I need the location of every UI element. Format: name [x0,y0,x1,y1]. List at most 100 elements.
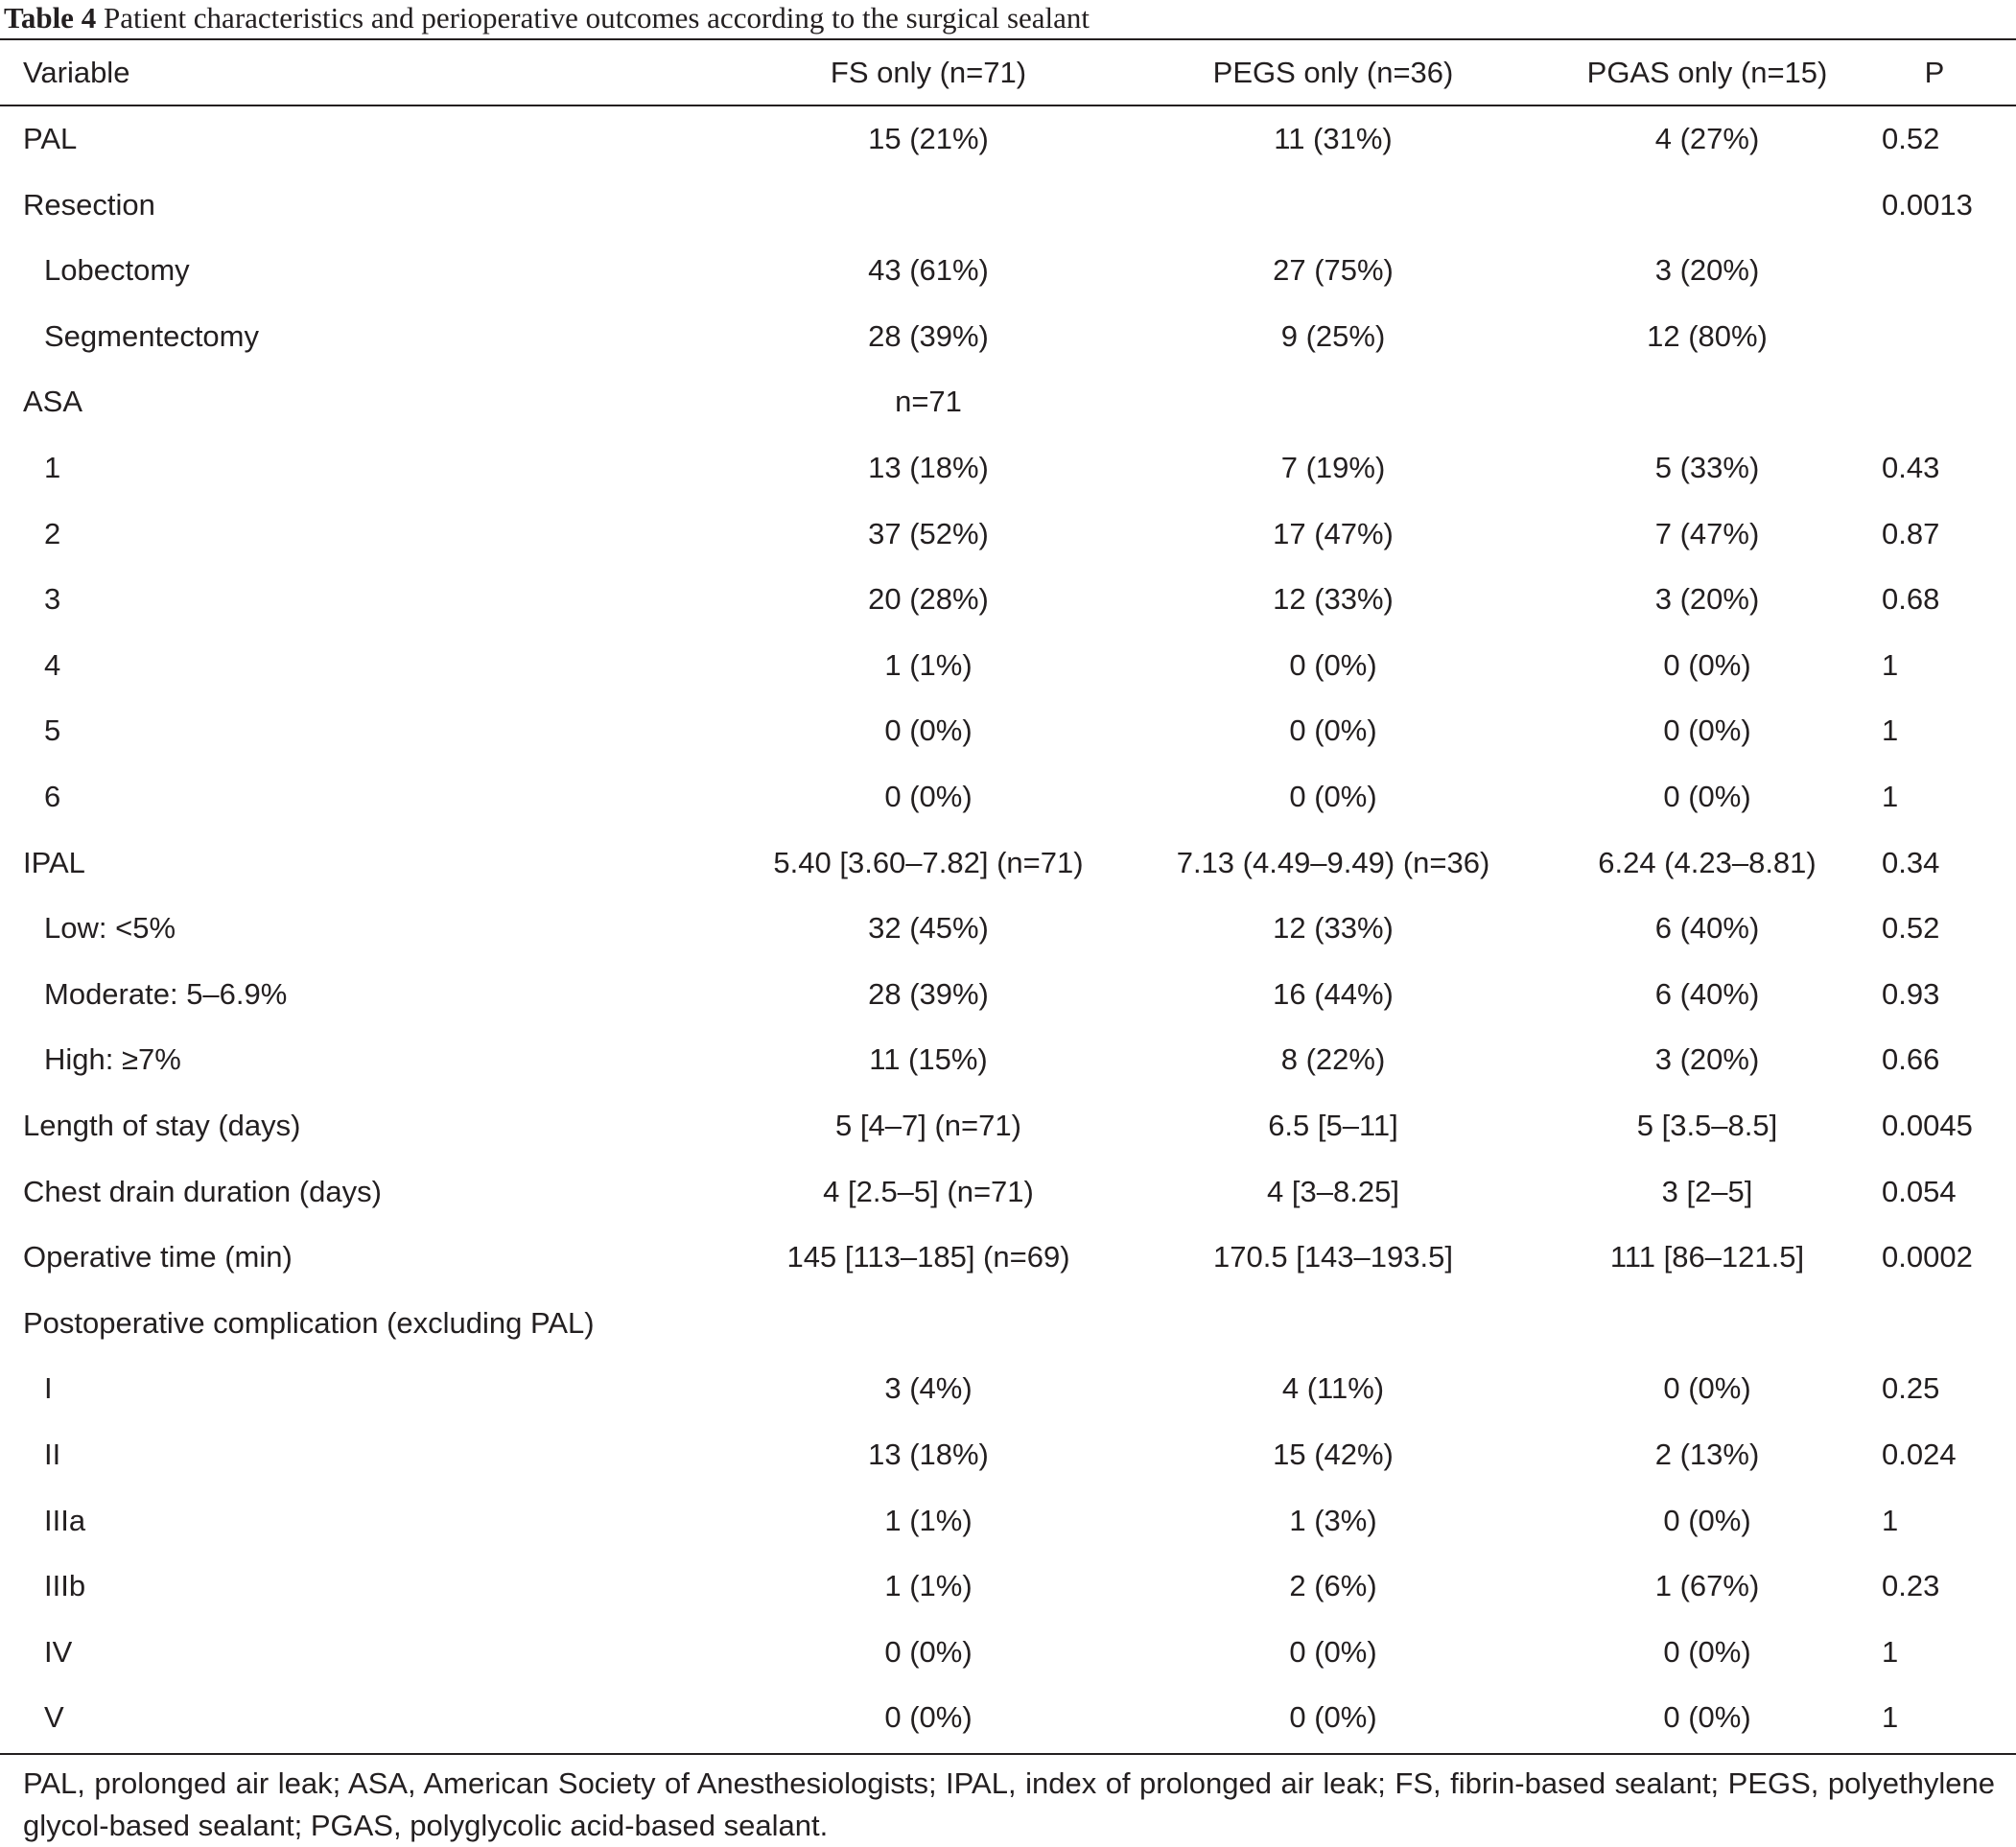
cell-variable: 3 [44,582,61,617]
cell-p-value: 1 [1882,1503,1899,1537]
cell-p-value: 1 [1882,647,1899,682]
cell-pgas: 4 (27%) [1654,122,1760,155]
cell-p-value [1882,1291,2016,1356]
cell-fs: n=71 [895,385,962,419]
cell-pegs: 27 (75%) [1273,253,1394,288]
cell-pegs: 17 (47%) [1273,516,1394,550]
cell-p-value: 0.43 [1882,451,1940,484]
cell-p-value: 0.34 [1882,845,1940,879]
cell-variable: Lobectomy [44,253,190,288]
cell-pgas: 3 [2–5] [1661,1174,1753,1208]
cell-fs: 0 (0%) [884,1634,973,1669]
cell-fs: 43 (61%) [868,253,989,288]
cell-pegs: 0 (0%) [1289,1700,1377,1735]
cell-pegs: 6.5 [5–11] [1268,1109,1398,1142]
cell-pegs: 2 (6%) [1289,1569,1377,1603]
cell-fs: 28 (39%) [868,976,989,1011]
cell-p-value: 0.66 [1882,1042,1940,1077]
cell-variable: Operative time (min) [23,1240,293,1274]
table-row: 6 0 (0%) 0 (0%) 0 (0%) 1 [0,764,2016,830]
table-title: Patient characteristics and perioperativ… [96,1,1090,35]
cell-fs [737,173,1120,238]
cell-fs: 37 (52%) [868,516,989,550]
table-row: 5 0 (0%) 0 (0%) 0 (0%) 1 [0,698,2016,763]
cell-p-value: 0.87 [1882,516,1940,550]
cell-variable: V [44,1700,64,1735]
table-row: Postoperative complication (excluding PA… [0,1291,2016,1356]
table-footnote: PAL, prolonged air leak; ASA, American S… [23,1766,1995,1842]
cell-p-value: 0.93 [1882,976,1940,1011]
cell-p-value: 1 [1882,1634,1899,1669]
cell-fs: 0 (0%) [884,713,973,748]
cell-fs: 11 (15%) [869,1042,988,1077]
cell-fs: 3 (4%) [884,1371,973,1406]
cell-fs: 1 (1%) [884,1569,973,1603]
bottom-rule [0,1753,2016,1755]
cell-pegs: 1 (3%) [1289,1503,1377,1537]
cell-pgas: 3 (20%) [1654,582,1760,617]
cell-pgas: 6 (40%) [1654,911,1760,946]
cell-fs: 4 [2.5–5] (n=71) [823,1174,1034,1208]
table-number: Table 4 [4,1,97,35]
table-row: PAL 15 (21%) 11 (31%) 4 (27%) 0.52 [0,106,2016,172]
cell-pgas: 3 (20%) [1654,1042,1760,1077]
cell-pgas: 111 [86–121.5] [1609,1240,1805,1274]
cell-p-value: 0.52 [1882,122,1940,155]
header-fs: FS only (n=71) [830,56,1027,89]
cell-fs: 0 (0%) [884,1700,973,1735]
cell-p-value: 0.68 [1882,582,1940,617]
cell-variable: 1 [44,451,61,484]
cell-fs: 145 [113–185] (n=69) [786,1240,1070,1274]
cell-fs: 0 (0%) [884,780,973,813]
cell-pgas: 0 (0%) [1663,1700,1751,1735]
cell-fs: 13 (18%) [868,451,989,484]
cell-variable: Moderate: 5–6.9% [44,976,288,1011]
cell-fs: 1 (1%) [884,647,973,682]
cell-p-value: 0.054 [1882,1174,1957,1208]
cell-pegs: 11 (31%) [1274,122,1393,155]
cell-variable: II [44,1438,61,1471]
table-row: High: ≥7% 11 (15%) 8 (22%) 3 (20%) 0.66 [0,1027,2016,1092]
table-row: Low: <5% 32 (45%) 12 (33%) 6 (40%) 0.52 [0,896,2016,961]
cell-pgas: 1 (67%) [1654,1569,1760,1603]
cell-pegs: 0 (0%) [1289,780,1377,813]
table-row: 4 1 (1%) 0 (0%) 0 (0%) 1 [0,633,2016,698]
table-row: IIIa 1 (1%) 1 (3%) 0 (0%) 1 [0,1488,2016,1554]
cell-variable: 6 [44,780,61,813]
cell-fs: 5.40 [3.60–7.82] (n=71) [773,845,1084,879]
cell-variable: Postoperative complication (excluding PA… [23,1305,595,1340]
cell-pegs [1141,1291,1525,1356]
cell-pgas: 12 (80%) [1647,318,1768,353]
cell-pegs: 16 (44%) [1273,976,1394,1011]
cell-pegs: 0 (0%) [1289,647,1377,682]
table-row: Lobectomy 43 (61%) 27 (75%) 3 (20%) [0,238,2016,303]
cell-pgas: 0 (0%) [1663,647,1751,682]
cell-pegs [1141,173,1525,238]
cell-fs: 20 (28%) [868,582,989,617]
cell-p-value [1882,304,2016,369]
table-row: II 13 (18%) 15 (42%) 2 (13%) 0.024 [0,1422,2016,1487]
cell-variable: Chest drain duration (days) [23,1174,382,1208]
table-row: 2 37 (52%) 17 (47%) 7 (47%) 0.87 [0,502,2016,567]
cell-pgas: 6.24 (4.23–8.81) [1598,845,1817,879]
cell-p-value: 0.024 [1882,1438,1957,1471]
cell-p-value: 0.25 [1882,1371,1940,1406]
cell-pgas: 2 (13%) [1654,1438,1760,1471]
cell-variable: IV [44,1634,73,1669]
cell-pgas: 5 (33%) [1654,451,1760,484]
table-row: V 0 (0%) 0 (0%) 0 (0%) 1 [0,1685,2016,1750]
table-row: Length of stay (days) 5 [4–7] (n=71) 6.5 [… [0,1093,2016,1158]
cell-pegs: 7.13 (4.49–9.49) (n=36) [1176,845,1490,879]
cell-pegs: 15 (42%) [1273,1438,1394,1471]
top-rule [0,38,2016,40]
cell-fs: 15 (21%) [868,122,989,155]
header-rule [0,105,2016,106]
cell-pgas: 0 (0%) [1663,780,1751,813]
cell-variable: 5 [44,713,61,748]
cell-variable: IPAL [23,845,85,879]
cell-p-value: 1 [1882,780,1899,813]
table-row: 3 20 (28%) 12 (33%) 3 (20%) 0.68 [0,567,2016,632]
cell-fs [737,1291,1120,1356]
cell-pegs: 4 (11%) [1281,1371,1385,1406]
